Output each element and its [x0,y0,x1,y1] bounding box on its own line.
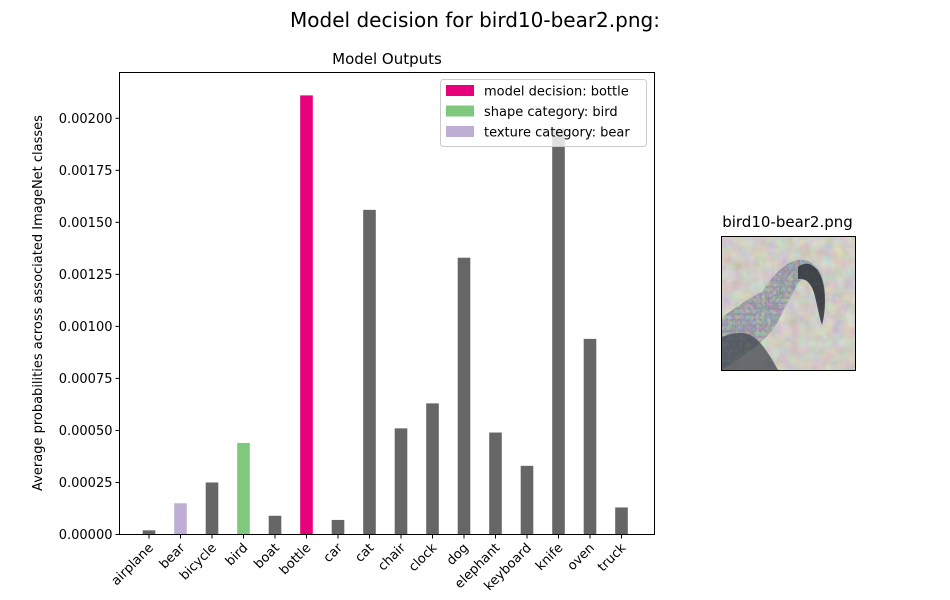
bar-boat [268,515,282,535]
bar-cat [363,209,376,535]
bar-knife [552,128,565,535]
legend: model decision: bottle shape category: bi… [440,79,647,147]
legend-label-texture: texture category: bear [484,126,630,141]
legend-swatch-shape [446,105,474,117]
bar-car [331,519,345,535]
y-tick-label: 0.00125 [59,268,113,283]
bar-bottle [300,95,313,535]
x-tick-label: oven [565,541,598,574]
bar-bear [174,503,187,535]
bar-keyboard [520,465,534,535]
x-tick-label: truck [595,540,630,575]
x-tick-label: bottle [277,541,314,578]
y-axis-label: Average probabilities across associated … [31,115,46,491]
stimulus-image [721,236,856,371]
figure-title: Model decision for bird10-bear2.png: [290,8,660,32]
y-tick-label: 0.00150 [59,216,113,231]
y-tick-label: 0.00200 [59,112,113,127]
x-tick-label: car [321,540,347,566]
bar-dog [457,257,471,535]
bar-truck [615,507,628,535]
legend-swatch-decision [446,85,474,96]
bar-chair [394,428,408,535]
bar-bird [237,442,250,535]
y-tick-label: 0.00050 [59,424,113,439]
bar-airplane [142,530,156,535]
y-tick-label: 0.00000 [59,528,113,543]
x-tick-label: cat [352,541,377,566]
y-tick-label: 0.00025 [59,476,113,491]
plot-frame [119,72,655,535]
x-tick-label: chair [375,540,409,574]
bar-oven [583,338,597,535]
x-tick-label: clock [406,540,441,575]
bars-group [142,95,628,535]
chart-title: Model Outputs [332,50,442,68]
legend-label-shape: shape category: bird [484,105,618,120]
x-tick-label: airplane [109,541,157,589]
y-tick-label: 0.00175 [59,164,113,179]
x-tick-label: bird [223,541,251,569]
y-tick-label: 0.00100 [59,320,113,335]
y-axis: 0.00000 0.00025 0.00050 0.00075 0.00100 0.001… [59,112,120,543]
bar-clock [426,403,439,535]
bar-elephant [489,432,502,535]
x-tick-label: knife [533,541,566,574]
image-title: bird10-bear2.png [722,213,853,231]
y-tick-label: 0.00075 [59,372,113,387]
legend-box [440,79,647,147]
legend-swatch-texture [446,126,474,137]
legend-label-decision: model decision: bottle [484,85,629,100]
bar-bicycle [205,482,219,535]
